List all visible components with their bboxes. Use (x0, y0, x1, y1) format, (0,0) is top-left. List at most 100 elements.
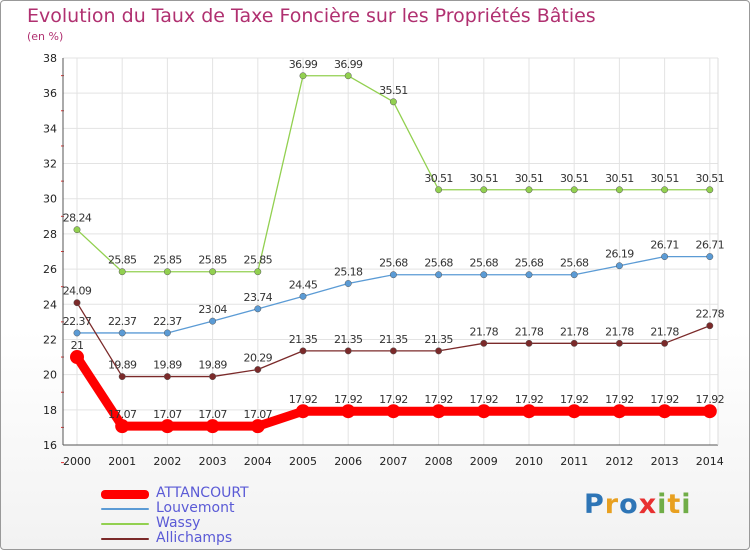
logo-letter: r (604, 489, 620, 520)
data-point-attancourt (657, 404, 672, 419)
data-point-attancourt (296, 404, 310, 419)
x-tick-label: 2005 (289, 455, 317, 468)
y-tick-label: 34 (43, 122, 57, 135)
data-label-louvemont: 25.68 (379, 257, 408, 270)
data-point-attancourt (476, 404, 491, 419)
data-point-wassy (525, 186, 533, 194)
data-point-louvemont (299, 292, 307, 300)
data-point-attancourt (250, 419, 265, 434)
legend-swatch (101, 538, 149, 540)
data-label-wassy: 25.85 (153, 254, 182, 267)
legend-label: Louvemont (156, 500, 235, 516)
data-label-attancourt: 17.92 (650, 393, 679, 406)
data-point-allichamps (661, 339, 669, 347)
data-label-wassy: 30.51 (696, 172, 725, 185)
data-point-wassy (163, 268, 171, 276)
data-point-allichamps (299, 347, 307, 355)
data-point-louvemont (254, 305, 262, 313)
x-tick-label: 2004 (244, 455, 272, 468)
data-point-louvemont (163, 329, 171, 337)
data-point-louvemont (73, 329, 81, 337)
legend-swatch (101, 508, 149, 510)
data-point-louvemont (615, 262, 623, 270)
data-point-wassy (299, 72, 307, 80)
data-point-allichamps (615, 339, 623, 347)
data-point-allichamps (570, 339, 578, 347)
data-point-wassy (661, 186, 669, 194)
data-label-attancourt: 17.07 (153, 408, 182, 421)
data-point-allichamps (525, 339, 533, 347)
x-tick-label: 2008 (425, 455, 453, 468)
logo-letter: t (667, 489, 682, 520)
data-label-wassy: 30.51 (470, 172, 499, 185)
data-point-allichamps (209, 373, 217, 381)
data-label-allichamps: 21.35 (424, 333, 453, 346)
y-tick-label: 20 (43, 369, 57, 382)
data-label-allichamps: 19.89 (153, 359, 182, 372)
x-tick-label: 2013 (651, 455, 679, 468)
data-point-allichamps (706, 322, 714, 330)
x-tick-label: 2003 (199, 455, 227, 468)
data-label-wassy: 28.24 (63, 212, 92, 225)
data-point-louvemont (209, 317, 217, 325)
data-label-allichamps: 21.78 (470, 325, 499, 338)
data-label-allichamps: 21.78 (650, 325, 679, 338)
data-point-allichamps (118, 373, 126, 381)
data-label-louvemont: 25.68 (424, 257, 453, 270)
logo-letter: i (657, 489, 668, 520)
data-label-allichamps: 21.35 (334, 333, 363, 346)
data-point-wassy (615, 186, 623, 194)
data-point-louvemont (570, 271, 578, 279)
legend-swatch (101, 523, 149, 525)
data-label-louvemont: 22.37 (63, 315, 92, 328)
data-point-allichamps (480, 339, 488, 347)
data-label-attancourt: 17.92 (334, 393, 363, 406)
y-tick-label: 26 (43, 263, 57, 276)
data-label-attancourt: 17.92 (470, 393, 499, 406)
x-tick-label: 2014 (696, 455, 724, 468)
data-label-allichamps: 19.89 (108, 359, 137, 372)
data-label-attancourt: 17.92 (560, 393, 589, 406)
data-point-wassy (389, 98, 397, 106)
data-point-attancourt (431, 404, 446, 419)
x-tick-label: 2010 (515, 455, 543, 468)
data-point-wassy (570, 186, 578, 194)
data-label-attancourt: 17.92 (696, 393, 725, 406)
data-point-attancourt (341, 404, 356, 419)
data-label-louvemont: 25.68 (470, 257, 499, 270)
data-label-wassy: 30.51 (560, 172, 589, 185)
data-point-wassy (73, 226, 81, 234)
data-label-louvemont: 22.37 (153, 315, 182, 328)
data-label-louvemont: 26.19 (605, 248, 634, 261)
data-label-attancourt: 17.92 (515, 393, 544, 406)
x-tick-label: 2009 (470, 455, 498, 468)
data-label-louvemont: 25.18 (334, 266, 363, 279)
data-label-allichamps: 22.78 (696, 308, 725, 321)
data-label-wassy: 25.85 (108, 254, 137, 267)
data-label-allichamps: 21.78 (605, 325, 634, 338)
data-point-wassy (344, 72, 352, 80)
data-point-attancourt (567, 404, 582, 419)
data-label-attancourt: 17.92 (605, 393, 634, 406)
data-label-attancourt: 17.07 (198, 408, 227, 421)
legend-label: Allichamps (156, 530, 233, 546)
y-tick-label: 18 (43, 404, 57, 417)
data-point-louvemont (344, 280, 352, 287)
y-tick-label: 36 (43, 87, 57, 100)
data-label-wassy: 25.85 (198, 254, 227, 267)
data-point-attancourt (702, 404, 717, 419)
data-label-allichamps: 19.89 (198, 359, 227, 372)
data-point-allichamps (254, 366, 262, 373)
y-tick-label: 22 (43, 333, 57, 346)
logo-letter: P (584, 489, 605, 520)
data-label-louvemont: 24.45 (289, 278, 318, 291)
data-label-attancourt: 17.92 (379, 393, 408, 406)
data-point-louvemont (706, 253, 714, 261)
chart-unit-label: (en %) (27, 30, 64, 43)
data-label-allichamps: 20.29 (244, 352, 273, 365)
proxiti-logo: Proxiti (584, 489, 692, 520)
data-point-allichamps (389, 347, 397, 355)
data-point-louvemont (118, 329, 126, 337)
